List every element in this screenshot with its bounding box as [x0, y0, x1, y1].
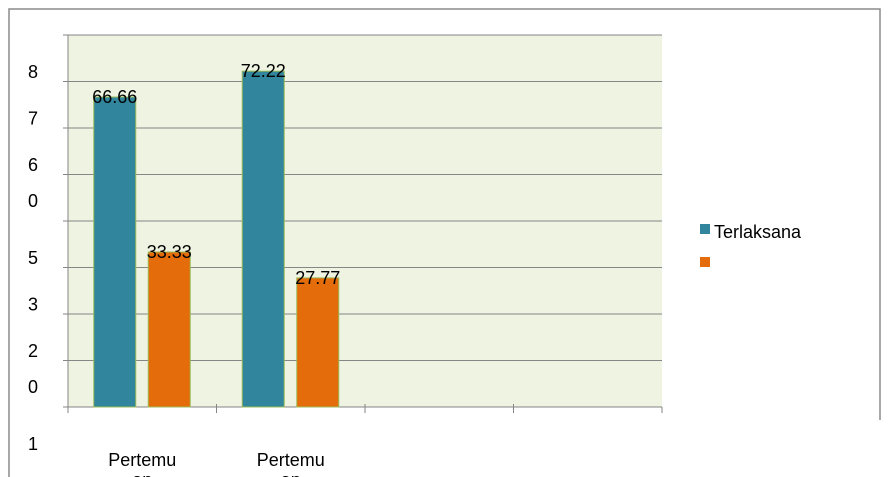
y-tick-label: 5 — [28, 248, 38, 268]
bar — [241, 70, 285, 408]
y-tick-label: 8 — [28, 62, 38, 82]
legend-label: Terlaksana — [714, 222, 802, 242]
data-label: 27.77 — [295, 268, 340, 288]
x-tick-label: Pertemuan — [257, 450, 325, 477]
bar — [147, 251, 191, 408]
y-tick-label: 3 — [28, 295, 38, 315]
legend-swatch — [700, 224, 710, 234]
y-tick-label: 7 — [28, 109, 38, 129]
x-tick-label: Pertemuan — [108, 450, 176, 477]
chart-border — [8, 8, 881, 477]
y-tick-label: 1 — [28, 434, 38, 454]
legend-swatch — [700, 257, 710, 267]
bar — [93, 96, 137, 408]
data-label: 66.66 — [92, 87, 137, 107]
data-label: 33.33 — [147, 242, 192, 262]
bar — [296, 277, 340, 408]
data-label: 72.22 — [241, 61, 286, 81]
